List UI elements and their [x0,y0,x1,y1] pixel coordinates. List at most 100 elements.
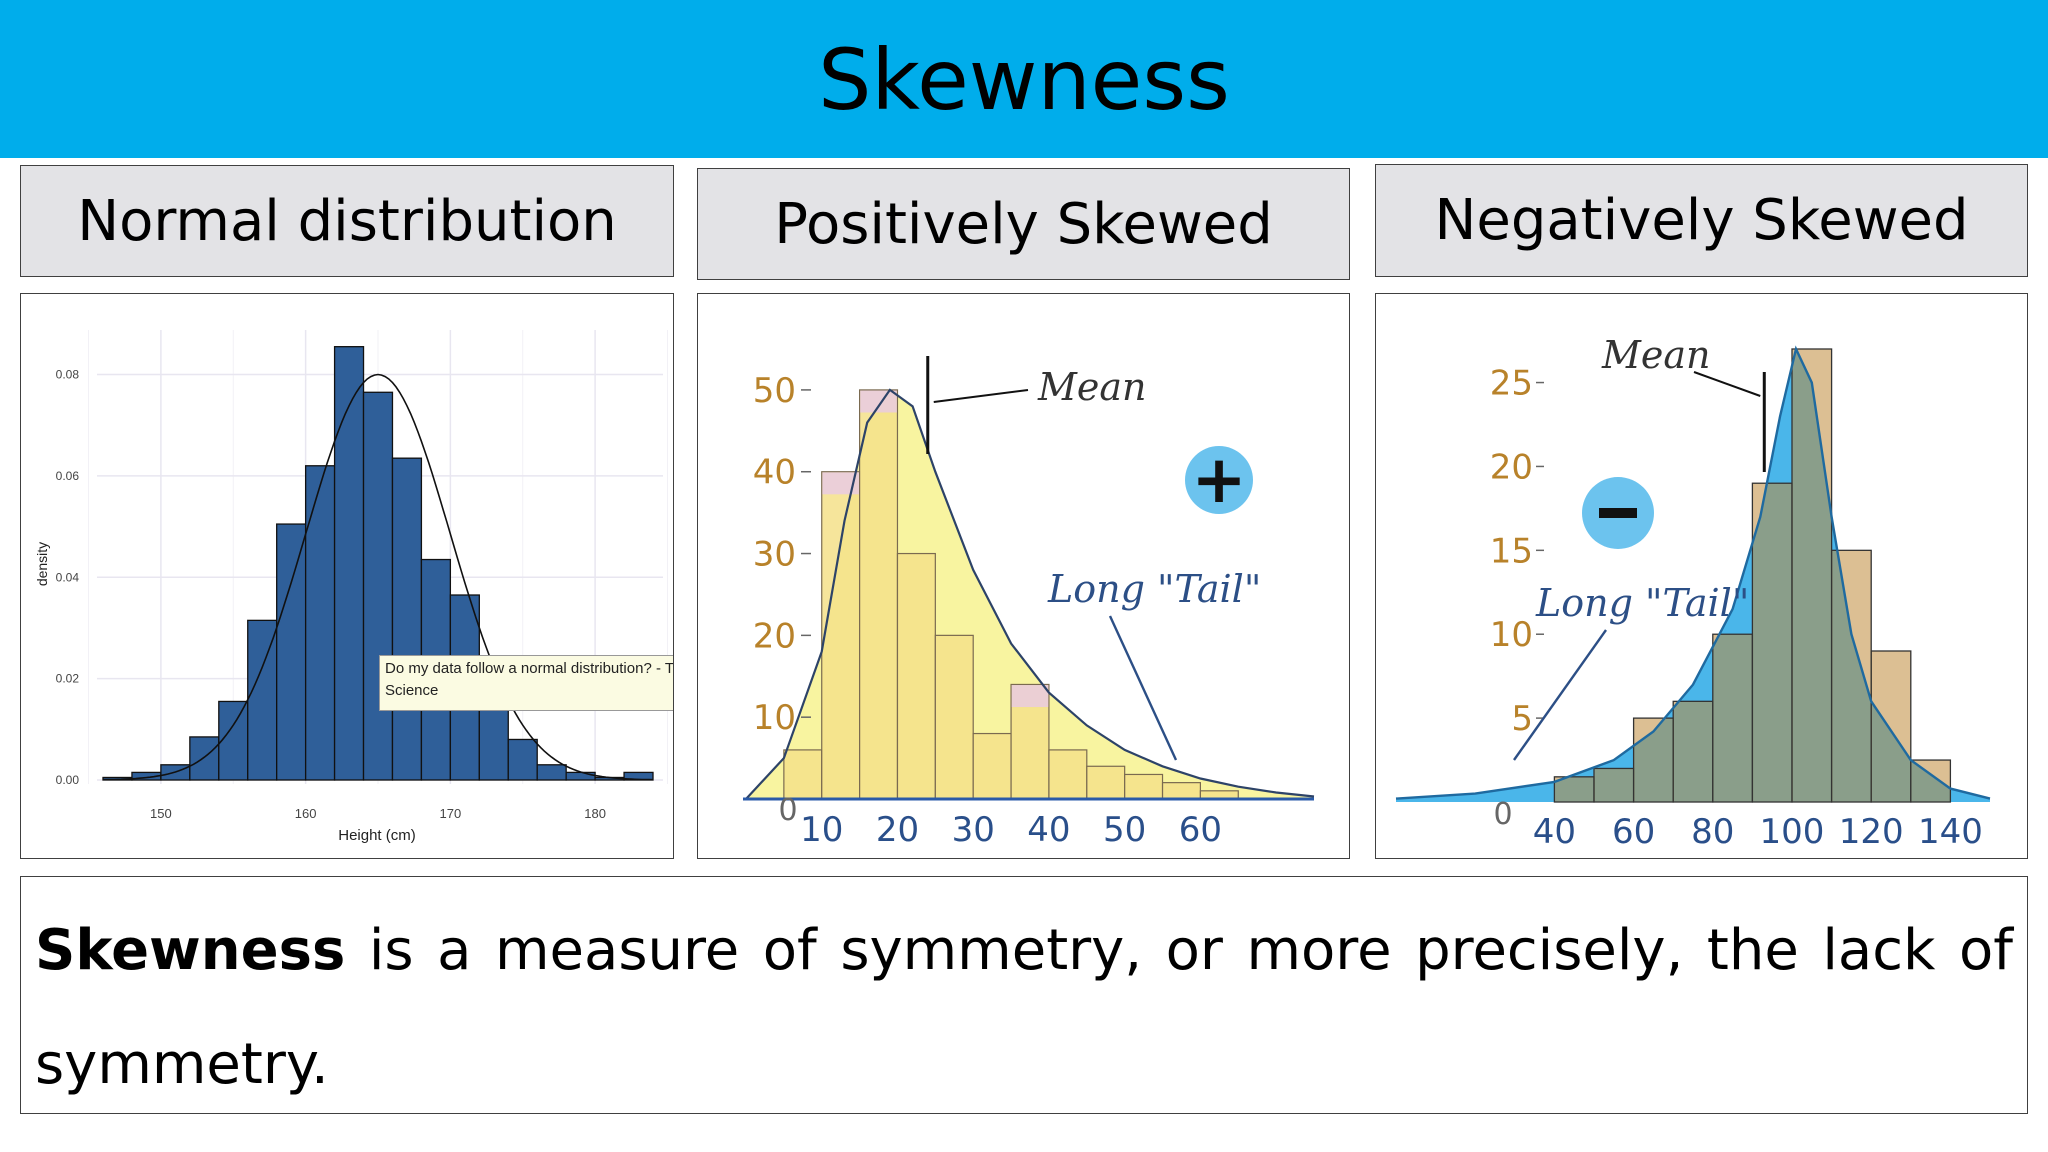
y-tick-label: 0.02 [56,672,80,686]
bar-excess-tint [1011,685,1049,708]
bar-excess-tint [822,472,859,495]
x-axis-label: Height (cm) [338,827,416,844]
histogram-bar [507,738,538,781]
histogram-bar [333,346,365,781]
y-tick-label: 30 [753,535,796,575]
x-tick-label: 50 [1103,810,1146,850]
y-tick-label: 50 [753,371,796,411]
origin-label: 0 [1493,797,1512,832]
normal-histogram: 150 160 170 180 0.00 0.02 0.04 0.06 0.08 Height (… [34,330,668,844]
tail-pointer [1108,615,1178,761]
x-tick-label: 150 [150,806,172,821]
histogram-bar [1830,549,1872,803]
y-axis-label: density [34,542,50,586]
histogram-bar [1048,749,1088,800]
x-tick-label: 80 [1691,812,1734,852]
y-tick-label: 20 [1490,447,1533,487]
y-tick-label: 0.04 [56,570,80,584]
title-banner: Skewness [0,0,2048,158]
histogram-bar [391,457,423,781]
tooltip-line-1: Do my data follow a normal distribution?… [385,660,674,677]
histogram-bar [218,700,249,781]
histogram-bar [934,634,974,800]
tooltip: Do my data follow a normal distribution?… [379,655,674,711]
y-tick-label: 0.08 [56,368,80,382]
histogram-bar [896,552,936,800]
tail-pointer [1513,629,1607,761]
y-tick-label: 10 [753,698,796,738]
heading-positive: Positively Skewed [697,168,1350,280]
histogram-bar [1870,650,1912,803]
y-tick-label: 10 [1490,615,1533,655]
histogram-bar [1751,482,1793,803]
histogram-bar [1086,765,1126,800]
x-tick-label: 120 [1839,812,1904,852]
tooltip-line-2: Science [385,682,439,699]
bar-excess-tint [860,390,897,413]
histogram-bar [362,391,394,781]
x-tick-label: 60 [1179,810,1222,850]
panel-negative: 5 10 15 20 25 0 40 60 80 100 120 140 Mean Long "Tail" [1375,293,2028,859]
histogram-bar [304,465,336,781]
histogram-bar [1124,773,1164,800]
mean-pointer [1693,371,1761,397]
x-tick-label: 60 [1612,812,1655,852]
description-bold: Skewness [35,918,346,983]
slide-title: Skewness [818,31,1230,129]
y-tick-label: 20 [753,616,796,656]
histogram-bar [972,732,1012,800]
x-tick-label: 10 [800,810,843,850]
distribution-curve [745,388,1315,800]
x-tick-label: 100 [1760,812,1825,852]
distribution-curve [1395,345,1991,800]
x-tick-label: 40 [1027,810,1070,850]
y-tick-label: 5 [1511,699,1533,739]
x-tick-label: 140 [1918,812,1983,852]
heading-negative: Negatively Skewed [1375,164,2028,277]
histogram-bar [189,736,220,781]
panel-normal: 150 160 170 180 0.00 0.02 0.04 0.06 0.08 Height (… [20,293,674,859]
origin-label: 0 [778,793,797,828]
x-tick-label: 160 [295,806,317,821]
description-line-2: symmetry. [35,1032,329,1097]
y-tick-label: 25 [1490,364,1533,404]
histogram-bar [1672,700,1714,803]
histogram-bar [1791,348,1833,803]
histogram-bar [1553,776,1595,803]
positive-badge-sign: + [1191,441,1246,518]
mean-annotation: Mean [1037,365,1147,409]
histogram-bar [1712,633,1754,803]
histogram-bar [565,771,596,781]
description-text: is a measure of symmetry, or more precis… [368,918,2013,983]
histogram-bar [1593,767,1635,803]
histogram-bar [859,389,899,800]
histogram-bar [247,619,278,781]
mean-pointer [933,389,1029,403]
x-tick-label: 170 [440,806,462,821]
histogram-bar [821,471,861,800]
negative-badge-sign [1599,508,1637,518]
heading-normal: Normal distribution [20,165,674,277]
x-tick-label: 180 [584,806,606,821]
y-tick-label: 0.00 [56,773,80,787]
tail-annotation: Long "Tail" [1535,581,1749,625]
x-tick-label: 40 [1533,812,1576,852]
histogram-bar [276,523,307,781]
panel-positive: 10 20 30 40 50 0 10 20 30 40 50 60 Mean Long "Tail" + [697,293,1350,859]
y-tick-label: 15 [1490,531,1533,571]
histogram-bar [536,764,567,781]
histogram-bar [783,749,823,800]
x-tick-label: 30 [952,810,995,850]
normal-curve [102,373,654,781]
y-tick-label: 40 [753,453,796,493]
tail-annotation: Long "Tail" [1047,567,1261,611]
positive-badge [1185,446,1253,514]
histogram-bar [1910,759,1952,803]
description-line-1: Skewness is a measure of symmetry, or mo… [35,915,2013,987]
histogram-bar [1161,782,1201,800]
mean-annotation: Mean [1601,333,1711,377]
description-box: Skewness is a measure of symmetry, or mo… [20,876,2028,1114]
negative-histogram: 5 10 15 20 25 0 40 60 80 100 120 140 Mean Long "Tail" [1395,333,1991,852]
x-tick-label: 20 [876,810,919,850]
